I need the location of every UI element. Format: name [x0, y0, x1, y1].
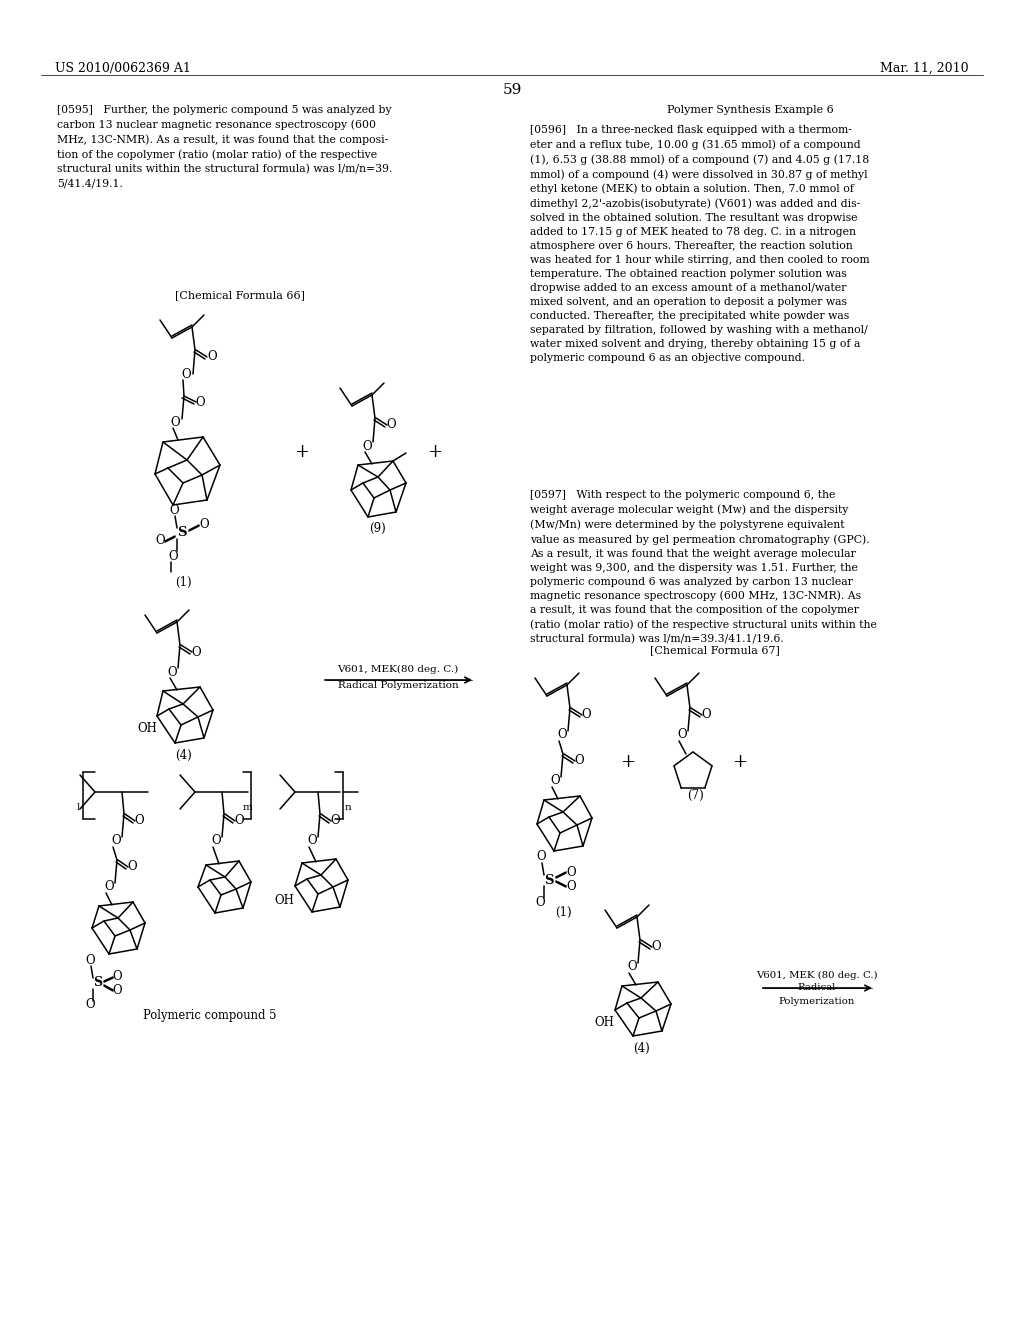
Text: OH: OH: [594, 1015, 614, 1028]
Text: O: O: [191, 645, 201, 659]
Text: [Chemical Formula 67]: [Chemical Formula 67]: [650, 645, 780, 655]
Text: [0595]   Further, the polymeric compound 5 was analyzed by
carbon 13 nuclear mag: [0595] Further, the polymeric compound 5…: [57, 106, 392, 187]
Text: O: O: [307, 834, 316, 847]
Text: O: O: [651, 940, 660, 953]
Text: O: O: [200, 519, 209, 532]
Text: (4): (4): [634, 1041, 650, 1055]
Text: O: O: [113, 983, 122, 997]
Text: O: O: [566, 866, 575, 879]
Text: O: O: [181, 367, 190, 380]
Text: Polymer Synthesis Example 6: Polymer Synthesis Example 6: [667, 106, 834, 115]
Text: O: O: [537, 850, 546, 863]
Text: OH: OH: [137, 722, 157, 734]
Text: +: +: [732, 752, 748, 771]
Text: n: n: [345, 804, 351, 813]
Text: O: O: [134, 814, 143, 828]
Text: O: O: [386, 418, 396, 432]
Text: Radical Polymerization: Radical Polymerization: [338, 681, 459, 689]
Text: O: O: [156, 533, 165, 546]
Text: O: O: [330, 814, 340, 828]
Text: O: O: [207, 351, 217, 363]
Text: OH: OH: [274, 894, 294, 907]
Text: l: l: [77, 804, 80, 813]
Text: O: O: [113, 970, 122, 983]
Text: S: S: [93, 977, 102, 990]
Text: O: O: [362, 440, 372, 453]
Text: O: O: [167, 665, 177, 678]
Text: (4): (4): [175, 748, 191, 762]
Text: O: O: [550, 775, 560, 788]
Text: O: O: [536, 895, 545, 908]
Text: V601, MEK (80 deg. C.): V601, MEK (80 deg. C.): [756, 970, 878, 979]
Text: Polymeric compound 5: Polymeric compound 5: [143, 1008, 276, 1022]
Text: O: O: [168, 549, 178, 562]
Text: O: O: [582, 709, 591, 722]
Text: S: S: [177, 527, 186, 540]
Text: (7): (7): [687, 788, 703, 801]
Text: (1): (1): [555, 906, 571, 919]
Text: [Chemical Formula 66]: [Chemical Formula 66]: [175, 290, 305, 300]
Text: (9): (9): [370, 521, 386, 535]
Text: [0596]   In a three-necked flask equipped with a thermom-
eter and a reflux tube: [0596] In a three-necked flask equipped …: [530, 125, 869, 363]
Text: Mar. 11, 2010: Mar. 11, 2010: [881, 62, 969, 75]
Text: O: O: [627, 961, 637, 974]
Text: O: O: [211, 834, 221, 847]
Text: (1): (1): [175, 576, 191, 589]
Text: m: m: [243, 804, 253, 813]
Text: +: +: [295, 444, 309, 461]
Text: O: O: [701, 709, 711, 722]
Text: O: O: [104, 880, 114, 894]
Text: 59: 59: [503, 83, 521, 96]
Text: Polymerization: Polymerization: [779, 997, 855, 1006]
Text: US 2010/0062369 A1: US 2010/0062369 A1: [55, 62, 190, 75]
Text: O: O: [127, 861, 137, 874]
Text: Radical: Radical: [798, 983, 837, 993]
Text: O: O: [170, 416, 180, 429]
Text: O: O: [574, 755, 584, 767]
Text: O: O: [557, 729, 567, 742]
Text: O: O: [566, 879, 575, 892]
Text: O: O: [85, 998, 95, 1011]
Text: V601, MEK(80 deg. C.): V601, MEK(80 deg. C.): [337, 664, 459, 673]
Text: O: O: [112, 834, 121, 847]
Text: [0597]   With respect to the polymeric compound 6, the
weight average molecular : [0597] With respect to the polymeric com…: [530, 490, 877, 644]
Text: O: O: [169, 503, 179, 516]
Text: O: O: [677, 729, 687, 742]
Text: +: +: [621, 752, 636, 771]
Text: O: O: [85, 953, 95, 966]
Text: O: O: [196, 396, 205, 408]
Text: +: +: [427, 444, 442, 461]
Text: S: S: [544, 874, 554, 887]
Text: O: O: [234, 814, 244, 828]
